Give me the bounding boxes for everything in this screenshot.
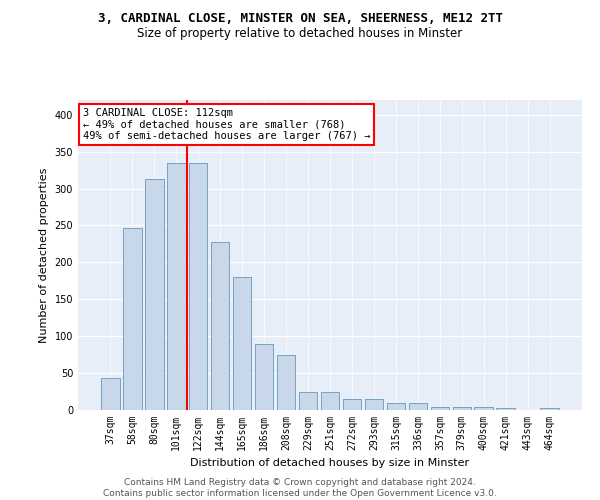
Text: 3 CARDINAL CLOSE: 112sqm
← 49% of detached houses are smaller (768)
49% of semi-: 3 CARDINAL CLOSE: 112sqm ← 49% of detach…: [83, 108, 371, 141]
Bar: [167, 162, 185, 410]
Bar: [233, 277, 251, 410]
Bar: [343, 399, 361, 410]
Bar: [475, 407, 493, 410]
Y-axis label: Number of detached properties: Number of detached properties: [39, 168, 49, 342]
Bar: [255, 344, 274, 410]
Bar: [320, 392, 340, 410]
Bar: [409, 404, 427, 410]
Bar: [211, 242, 229, 410]
Bar: [365, 399, 383, 410]
Bar: [145, 179, 164, 410]
Bar: [541, 408, 559, 410]
Text: 3, CARDINAL CLOSE, MINSTER ON SEA, SHEERNESS, ME12 2TT: 3, CARDINAL CLOSE, MINSTER ON SEA, SHEER…: [97, 12, 503, 26]
Bar: [496, 408, 515, 410]
Bar: [277, 354, 295, 410]
X-axis label: Distribution of detached houses by size in Minster: Distribution of detached houses by size …: [190, 458, 470, 468]
Bar: [452, 407, 471, 410]
Bar: [123, 228, 142, 410]
Bar: [431, 407, 449, 410]
Bar: [101, 378, 119, 410]
Bar: [189, 162, 208, 410]
Bar: [386, 404, 405, 410]
Bar: [299, 392, 317, 410]
Text: Size of property relative to detached houses in Minster: Size of property relative to detached ho…: [137, 28, 463, 40]
Text: Contains HM Land Registry data © Crown copyright and database right 2024.
Contai: Contains HM Land Registry data © Crown c…: [103, 478, 497, 498]
